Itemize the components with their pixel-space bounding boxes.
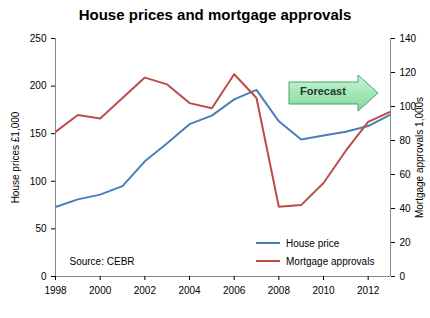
svg-text:150: 150: [30, 128, 47, 139]
svg-text:0: 0: [400, 271, 406, 282]
html-text:House prices and mortgage appr: House prices and mortgage approvals: [78, 6, 352, 23]
svg-text:2002: 2002: [134, 285, 157, 296]
svg-text:2012: 2012: [357, 285, 380, 296]
svg-text:0: 0: [41, 271, 47, 282]
svg-text:80: 80: [400, 135, 412, 146]
svg-text:House prices £1,000: House prices £1,000: [10, 111, 21, 203]
html-text:Forecast: Forecast: [300, 85, 346, 97]
svg-text:2008: 2008: [268, 285, 291, 296]
svg-text:2006: 2006: [223, 285, 246, 296]
svg-text:40: 40: [400, 203, 412, 214]
svg-text:200: 200: [30, 80, 47, 91]
svg-text:100: 100: [30, 176, 47, 187]
svg-text:60: 60: [400, 169, 412, 180]
svg-text:2000: 2000: [89, 285, 112, 296]
svg-text:20: 20: [400, 237, 412, 248]
svg-text:Mortgage approvals 1,000s: Mortgage approvals 1,000s: [414, 97, 425, 218]
svg-text:120: 120: [400, 67, 417, 78]
svg-text:100: 100: [399, 100, 417, 112]
html-text:Mortgage approvals: Mortgage approvals: [286, 255, 375, 267]
svg-text:140: 140: [400, 33, 417, 44]
svg-text:50: 50: [35, 223, 47, 234]
svg-text:1998: 1998: [44, 285, 67, 296]
svg-text:Source: CEBR: Source: CEBR: [70, 256, 135, 267]
svg-text:250: 250: [30, 33, 47, 44]
svg-text:2010: 2010: [312, 285, 335, 296]
svg-text:2004: 2004: [178, 285, 201, 296]
html-text:House price: House price: [286, 237, 340, 249]
